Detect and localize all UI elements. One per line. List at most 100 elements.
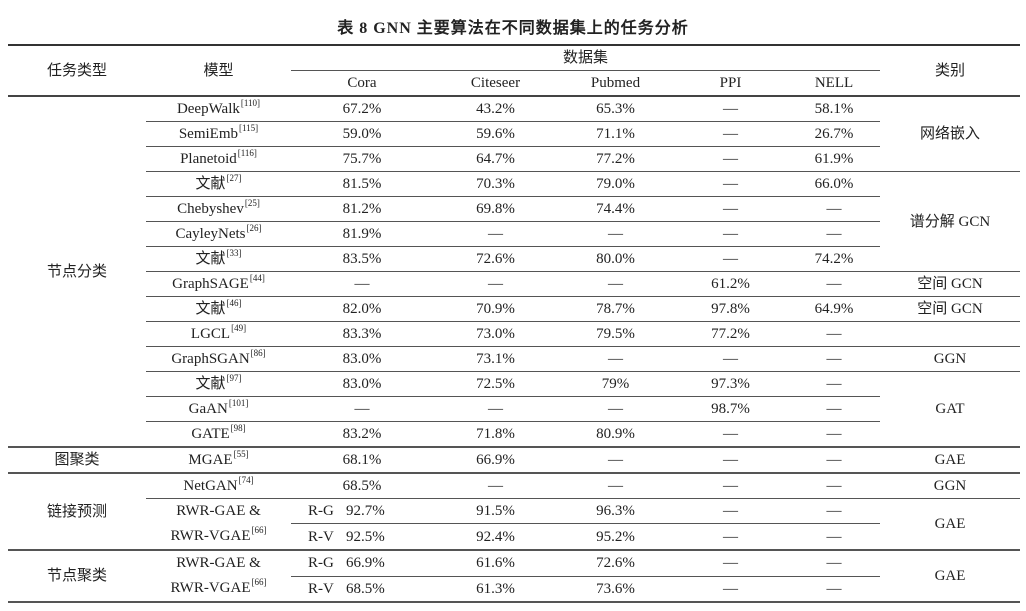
value-citeseer: — <box>433 221 558 247</box>
value-pubmed: — <box>558 346 673 372</box>
value-pubmed: 71.1% <box>558 121 673 147</box>
value-ppi: 98.7% <box>673 396 788 422</box>
variant-label: R-G <box>308 503 334 520</box>
model-cell: GATE[98] <box>146 421 291 448</box>
value-citeseer: — <box>433 396 558 422</box>
model-name: NetGAN <box>183 478 238 494</box>
value-citeseer: — <box>433 271 558 297</box>
model-name: 文献 <box>195 301 226 317</box>
variant-label: R-V <box>308 528 334 545</box>
value-nell: 26.7% <box>788 121 881 147</box>
value-pubmed: — <box>558 221 673 247</box>
value-nell: — <box>788 396 881 422</box>
value-cora: 83.3% <box>291 321 433 347</box>
table-row: R-V 68.5% 61.3% 73.6% — — <box>8 576 1020 603</box>
model-cell: GraphSAGE[44] <box>146 271 291 297</box>
value-pubmed: 79% <box>558 371 673 397</box>
category-cell: 空间 GCN <box>880 271 1021 297</box>
value-nell: — <box>788 221 881 247</box>
value-citeseer: 61.6% <box>433 550 558 577</box>
model-cell: RWR-GAE & RWR-VGAE[66] <box>146 550 291 603</box>
value-ppi: — <box>673 576 788 603</box>
task-group: 节点分类 DeepWalk[110] 67.2% 43.2% 65.3% —58.1% 网络… <box>8 96 1021 448</box>
citation-ref: [46] <box>226 298 242 308</box>
table-row: 文献[97] 83.0% 72.5% 79% 97.3% — GAT <box>8 371 1021 448</box>
citation-ref: [26] <box>246 223 262 233</box>
table-row: 文献[27] 81.5% 70.3% 79.0% —66.0% 谱分解 GCN <box>8 171 1021 272</box>
value-nell: 58.1% <box>788 96 881 122</box>
task-group: 图聚类 MGAE[55] 68.1% 66.9% — — — GAE <box>8 447 1021 474</box>
value-ppi: — <box>673 96 788 122</box>
value-citeseer: 72.5% <box>433 371 558 397</box>
citation-ref: [66] <box>251 577 267 587</box>
table-row: GaAN[101] — — —98.7% — <box>8 396 1020 422</box>
value-cora: 81.2% <box>291 196 433 222</box>
value-citeseer: 92.4% <box>433 523 558 551</box>
citation-ref: [97] <box>226 373 242 383</box>
value-pubmed: 73.6% <box>558 576 673 603</box>
citation-ref: [49] <box>231 323 247 333</box>
value-cora: 75.7% <box>291 146 433 172</box>
value-nell: 66.0% <box>788 171 881 197</box>
task-type-cell: 节点分类 <box>8 96 146 448</box>
model-name: LGCL <box>190 326 231 342</box>
model-name: 文献 <box>195 176 226 192</box>
model-cell: 文献[97] <box>146 371 291 397</box>
value-pubmed: — <box>558 447 673 474</box>
table-title: 表 8 GNN 主要算法在不同数据集上的任务分析 <box>337 20 689 37</box>
value-nell: — <box>788 371 881 397</box>
model-cell: GaAN[101] <box>146 396 291 422</box>
value-nell: — <box>788 196 881 222</box>
category-cell: GAE <box>880 447 1021 474</box>
value-nell: — <box>788 473 881 499</box>
value-citeseer: 69.8% <box>433 196 558 222</box>
results-table: 任务类型 模型 数据集 类别 Cora Citeseer Pubmed PPI NELL… <box>8 44 1021 603</box>
value-citeseer: — <box>433 473 558 499</box>
task-type-cell: 图聚类 <box>8 447 146 474</box>
citation-ref: [33] <box>226 248 242 258</box>
value-cora: — <box>291 396 433 422</box>
model-name: SemiEmb <box>178 126 238 142</box>
model-cell: 文献[27] <box>146 171 291 197</box>
citation-ref: [116] <box>237 148 257 158</box>
table-row: 文献[33] 83.5% 72.6% 80.0% —74.2% <box>8 246 1020 272</box>
model-name: 文献 <box>195 251 226 267</box>
cell-value: 66.9% <box>346 555 385 572</box>
value-pubmed: 65.3% <box>558 96 673 122</box>
task-group: 节点聚类 RWR-GAE & RWR-VGAE[66] R-G 66.9% 61.6% 72… <box>8 550 1021 603</box>
value-pubmed: 78.7% <box>558 296 673 322</box>
task-group: 链接预测 NetGAN[74] 68.5% — — — — GGN RWR-GAE & RWR-V… <box>8 473 1021 551</box>
value-ppi: — <box>673 523 788 551</box>
value-nell: — <box>788 346 881 372</box>
header-dataset-cora: Cora <box>291 70 433 97</box>
value-ppi: — <box>673 121 788 147</box>
value-ppi: — <box>673 447 788 474</box>
model-cell: RWR-GAE & RWR-VGAE[66] <box>146 498 291 551</box>
category-cell: GGN <box>880 346 1021 372</box>
value-nell: 74.2% <box>788 246 881 272</box>
model-cell: SemiEmb[115] <box>146 121 291 147</box>
citation-ref: [66] <box>251 525 267 535</box>
table-row: SemiEmb[115] 59.0% 59.6% 71.1% —26.7% <box>8 121 1020 147</box>
model-name: CayleyNets <box>175 226 246 242</box>
value-ppi: — <box>673 171 788 197</box>
model-name-line2: RWR-VGAE[66] <box>146 524 291 549</box>
model-name: GraphSAGE <box>172 276 249 292</box>
table-row: 节点聚类 RWR-GAE & RWR-VGAE[66] R-G 66.9% 61.6% 72… <box>8 550 1021 603</box>
value-nell: — <box>788 576 881 603</box>
table-row: Planetoid[116] 75.7% 64.7% 77.2% —61.9% <box>8 146 1020 172</box>
category-cell: GAE <box>880 550 1021 603</box>
model-name: RWR-GAE & <box>176 555 261 571</box>
model-name: GraphSGAN <box>171 351 250 367</box>
variant-label: R-V <box>308 580 334 597</box>
model-cell: MGAE[55] <box>146 447 291 474</box>
value-pubmed: 79.5% <box>558 321 673 347</box>
value-nell: 61.9% <box>788 146 881 172</box>
value-cora: R-V 68.5% <box>291 576 433 603</box>
citation-ref: [86] <box>250 348 266 358</box>
value-pubmed: 96.3% <box>558 498 673 525</box>
value-citeseer: 73.0% <box>433 321 558 347</box>
citation-ref: [27] <box>226 173 242 183</box>
value-ppi: 97.3% <box>673 371 788 397</box>
value-cora: 68.1% <box>291 447 433 474</box>
